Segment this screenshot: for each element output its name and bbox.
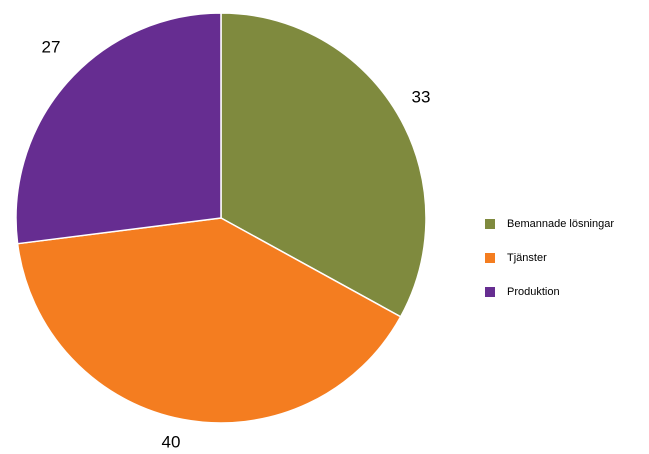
legend-label: Bemannade lösningar: [507, 217, 615, 230]
pie-slice-produktion: [15, 12, 222, 245]
legend-label: Produktion: [507, 285, 560, 298]
legend-item-tjanster: Tjänster: [485, 251, 614, 264]
pie-slices: [15, 12, 427, 424]
legend-label: Tjänster: [507, 251, 547, 264]
pie-slice-bemannade-l-sningar: [220, 12, 427, 318]
data-label: 27: [42, 37, 61, 56]
legend-swatch: [485, 218, 495, 229]
pie-data-labels: 33 40 27: [42, 37, 431, 451]
data-label: 33: [412, 87, 431, 106]
data-label: 40: [162, 432, 181, 451]
pie-slice-tj-nster: [16, 217, 402, 424]
chart-legend: Bemannade lösningar Tjänster Produktion: [485, 217, 614, 319]
legend-swatch: [485, 252, 495, 263]
legend-swatch: [485, 286, 495, 297]
legend-item-produktion: Produktion: [485, 285, 614, 298]
legend-item-bemannade-losningar: Bemannade lösningar: [485, 217, 614, 230]
